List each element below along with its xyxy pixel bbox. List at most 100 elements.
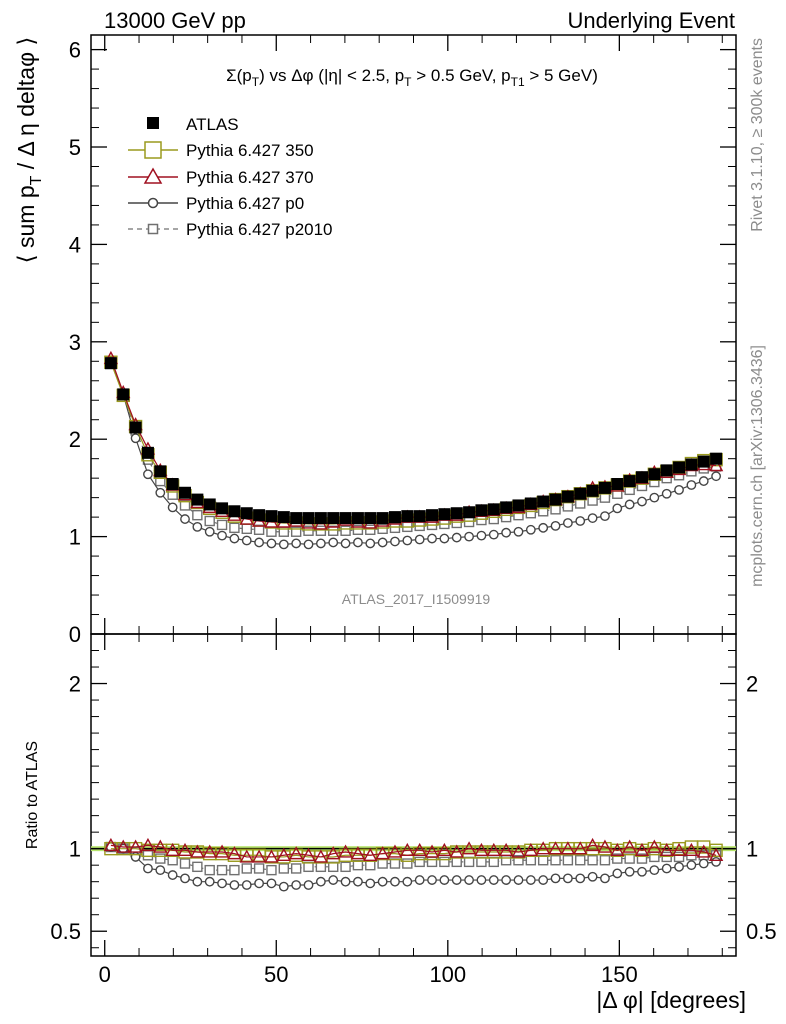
main-point-p2010 <box>216 519 228 531</box>
ratio-point-p2010 <box>673 851 685 863</box>
ratio-point-p2010 <box>426 856 438 868</box>
ratio-point-p2010 <box>315 861 327 873</box>
mcplots-label: mcplots.cern.ch [arXiv:1306.3436] <box>749 345 766 587</box>
ratio-point-p370 <box>140 837 156 852</box>
ratio-point-p370 <box>511 844 526 858</box>
ratio-point-p0 <box>427 875 437 885</box>
main-point-p0 <box>155 487 166 498</box>
ratio-point-p370 <box>387 844 403 858</box>
ratio-point-p0 <box>353 876 363 887</box>
main-point-p2010 <box>365 524 376 535</box>
ratio-point-p0 <box>674 861 684 872</box>
ratio-point-p0 <box>587 871 598 882</box>
main-point-atlas <box>302 512 315 525</box>
main-point-atlas <box>413 510 426 523</box>
ratio-point-p0 <box>303 880 314 890</box>
main-point-p0 <box>698 476 709 486</box>
ratio-point-p0 <box>254 878 265 889</box>
ratio-point-p0 <box>155 865 166 876</box>
legend-label-p350: Pythia 6.427 350 <box>186 141 314 160</box>
main-point-atlas <box>253 509 266 522</box>
main-point-p0 <box>328 537 339 548</box>
legend-marker-p2010 <box>147 223 159 235</box>
ratio-point-p0 <box>402 876 413 887</box>
main-point-p0 <box>143 469 153 480</box>
main-point-atlas <box>364 512 377 525</box>
main-point-atlas <box>623 475 636 488</box>
ratio-point-p0 <box>649 865 660 876</box>
main-point-p0 <box>278 539 289 550</box>
main-point-atlas <box>586 484 599 497</box>
main-point-p0 <box>377 537 388 548</box>
main-point-p0 <box>291 538 302 549</box>
main-ytick-label: 1 <box>69 525 81 550</box>
ratio-point-p370 <box>474 842 489 857</box>
ratio-point-p2010 <box>525 855 537 866</box>
main-point-p0 <box>315 538 326 549</box>
main-point-atlas <box>450 507 463 520</box>
ratio-point-p370 <box>239 849 254 863</box>
ratio-point-p370 <box>523 842 539 857</box>
main-point-p0 <box>241 535 252 546</box>
ratio-point-p2010 <box>278 863 290 874</box>
main-point-p2010 <box>352 524 364 535</box>
main-point-atlas <box>475 504 488 517</box>
main-point-atlas <box>512 499 525 512</box>
main-point-p0 <box>402 535 413 546</box>
ratio-point-p370 <box>424 844 440 858</box>
ratio-series-p0 <box>105 842 722 892</box>
main-point-p0 <box>439 533 450 544</box>
ratio-point-p370 <box>412 842 427 857</box>
ratio-point-p2010 <box>328 861 339 873</box>
main-point-p0 <box>303 539 314 550</box>
ratio-point-p0 <box>612 868 623 879</box>
main-axis-ticks: 0 1 2 3 4 5 6 <box>69 35 736 647</box>
ratio-ytick-label-right: 1 <box>746 837 758 862</box>
ratio-point-p2010 <box>537 855 549 866</box>
ratio-point-p2010 <box>340 861 351 873</box>
ratio-point-p2010 <box>253 863 265 874</box>
ratio-point-p0 <box>513 875 524 885</box>
main-point-atlas <box>104 357 117 370</box>
ratio-point-p370 <box>560 841 576 855</box>
ratio-point-p370 <box>597 839 613 853</box>
ratio-point-p0 <box>538 875 549 885</box>
main-point-p0 <box>130 433 141 444</box>
ratio-point-p2010 <box>389 858 401 869</box>
main-point-p0 <box>464 531 474 542</box>
ratio-ylabel: Ratio to ATLAS <box>24 741 41 849</box>
ratio-point-p370 <box>585 837 600 852</box>
x-tick-label: 0 <box>99 962 111 987</box>
ratio-point-p370 <box>190 844 205 858</box>
ratio-point-p0 <box>217 878 227 889</box>
ratio-point-p2010 <box>402 858 413 869</box>
main-point-atlas <box>426 509 439 522</box>
main-point-p2010 <box>229 522 240 534</box>
ratio-point-p370 <box>116 839 131 853</box>
ratio-line-p370 <box>110 844 717 858</box>
main-point-atlas <box>438 508 451 521</box>
main-point-atlas <box>561 490 574 503</box>
plot-title-c-sub: T1 <box>511 75 525 89</box>
main-point-atlas <box>685 458 698 471</box>
ratio-point-p0 <box>414 875 425 885</box>
main-point-p0 <box>587 513 598 523</box>
main-point-atlas <box>141 446 154 459</box>
legend-entry-p2010: Pythia 6.427 p2010 <box>128 220 333 239</box>
legend-entry-p0: Pythia 6.427 p0 <box>128 194 304 213</box>
main-point-p0 <box>254 537 265 548</box>
ratio-point-p370 <box>659 842 674 857</box>
ratio-point-p370 <box>264 849 279 863</box>
main-point-p2010 <box>463 516 475 528</box>
main-point-p2010 <box>377 523 388 535</box>
ratio-point-p370 <box>437 842 452 857</box>
x-tick-label: 150 <box>601 962 638 987</box>
ratio-point-p370 <box>548 841 563 855</box>
main-point-atlas <box>290 512 303 525</box>
ratio-point-p2010 <box>192 861 203 873</box>
main-point-p0 <box>180 514 190 524</box>
ratio-point-p2010 <box>241 863 252 874</box>
legend-entry-p370: Pythia 6.427 370 <box>128 167 314 187</box>
ratio-point-p2010 <box>599 855 611 866</box>
main-point-p0 <box>488 529 499 540</box>
